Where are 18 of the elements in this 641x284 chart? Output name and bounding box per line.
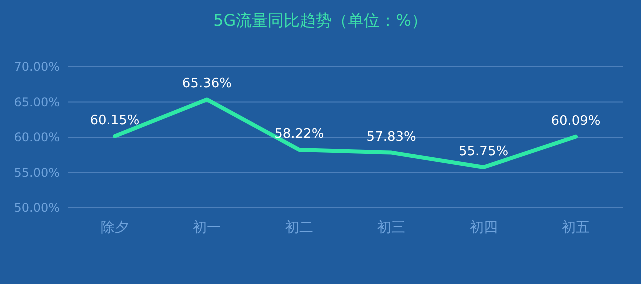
x-tick-label: 初一 bbox=[193, 220, 222, 236]
data-label: 58.22% bbox=[274, 127, 324, 142]
x-tick-label: 初二 bbox=[285, 220, 314, 236]
y-tick-label: 65.00% bbox=[14, 95, 60, 110]
data-label: 57.83% bbox=[366, 130, 416, 145]
y-tick-label: 70.00% bbox=[14, 60, 60, 74]
data-label: 55.75% bbox=[459, 144, 509, 160]
data-label: 60.09% bbox=[551, 114, 601, 129]
x-tick-label: 初五 bbox=[562, 220, 590, 236]
x-tick-label: 初三 bbox=[378, 220, 406, 236]
chart-title: 5G流量同比趋势（单位：%） bbox=[214, 11, 428, 30]
x-tick-label: 初四 bbox=[470, 220, 498, 236]
data-label: 65.36% bbox=[182, 76, 232, 92]
y-tick-label: 50.00% bbox=[14, 201, 60, 216]
x-tick-label: 除夕 bbox=[101, 220, 129, 236]
y-tick-label: 55.00% bbox=[14, 166, 60, 180]
y-tick-label: 60.00% bbox=[14, 130, 60, 145]
data-label: 60.15% bbox=[90, 113, 140, 128]
